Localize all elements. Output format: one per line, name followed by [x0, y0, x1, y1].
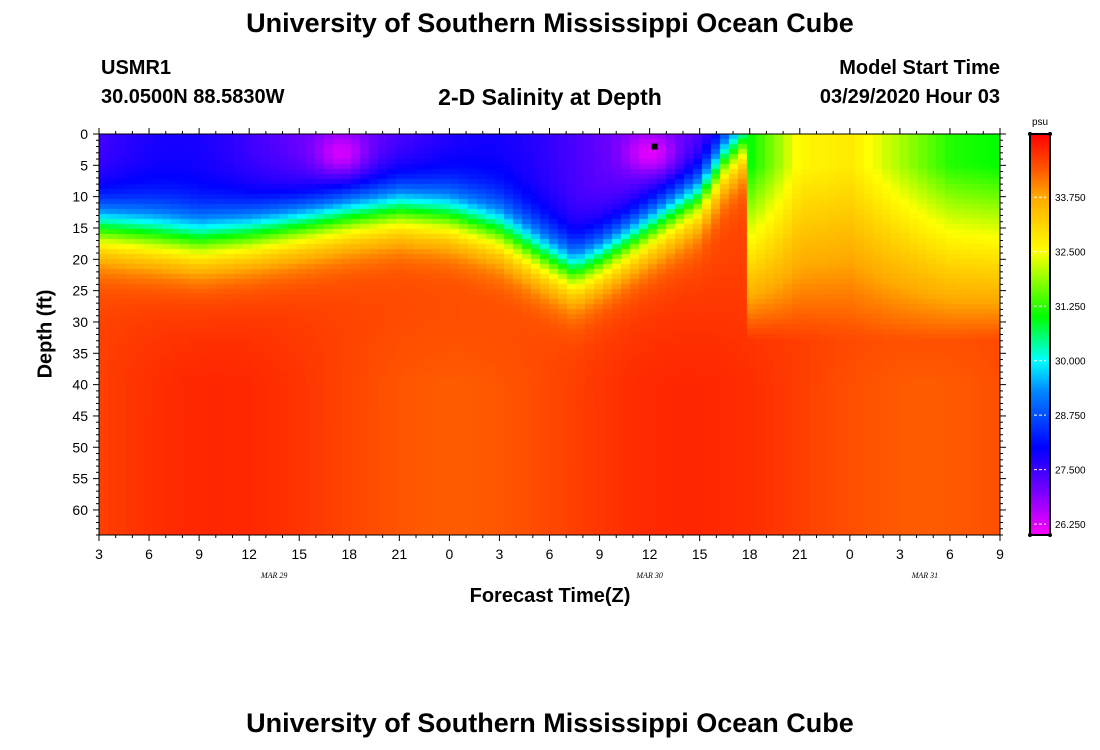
model-start-value: 03/29/2020 Hour 03 [819, 86, 1000, 108]
x-tick-label: 9 [596, 546, 604, 562]
colorbar-corner [1048, 132, 1052, 136]
colorbar-tick-label: 33.750 [1055, 193, 1086, 204]
y-tick-label: 5 [80, 157, 88, 173]
x-tick-label: 0 [846, 546, 854, 562]
x-tick-label: 18 [742, 546, 758, 562]
colorbar-tick-label: 30.000 [1055, 357, 1086, 368]
y-tick-label: 55 [72, 471, 88, 487]
x-tick-label: 21 [792, 546, 808, 562]
colorbar-unit: psu [1032, 117, 1048, 128]
x-tick-label: 12 [241, 546, 257, 562]
y-tick-label: 20 [72, 251, 88, 267]
y-tick-label: 40 [72, 377, 88, 393]
colorbar-tick-label: 26.250 [1055, 520, 1086, 531]
chart-subtitle: 2-D Salinity at Depth [438, 84, 662, 110]
y-tick-label: 60 [72, 502, 88, 518]
page-title: University of Southern Mississippi Ocean… [246, 8, 854, 38]
date-label: MAR 29 [260, 571, 287, 580]
y-tick-label: 10 [72, 189, 88, 205]
x-tick-label: 3 [95, 546, 103, 562]
x-tick-label: 6 [145, 546, 153, 562]
y-tick-label: 15 [72, 220, 88, 236]
y-tick-label: 50 [72, 439, 88, 455]
x-tick-label: 15 [291, 546, 307, 562]
y-tick-label: 25 [72, 283, 88, 299]
salinity-heatmap [99, 134, 1000, 535]
colorbar [1029, 133, 1051, 536]
x-tick-label: 18 [341, 546, 357, 562]
x-tick-label: 15 [692, 546, 708, 562]
date-label: MAR 30 [635, 571, 662, 580]
y-axis-label: Depth (ft) [34, 289, 57, 379]
date-label: MAR 31 [911, 571, 938, 580]
colorbar-corner [1028, 533, 1032, 537]
y-tick-label: 0 [80, 126, 88, 142]
model-start-label: Model Start Time [839, 57, 1000, 79]
x-tick-label: 0 [445, 546, 453, 562]
x-tick-label: 6 [546, 546, 554, 562]
x-tick-label: 6 [946, 546, 954, 562]
station-coordinates: 30.0500N 88.5830W [101, 86, 285, 108]
x-tick-label: 3 [896, 546, 904, 562]
x-tick-label: 9 [195, 546, 203, 562]
colorbar-corner [1048, 533, 1052, 537]
y-tick-label: 35 [72, 345, 88, 361]
y-tick-label: 30 [72, 314, 88, 330]
x-axis-label: Forecast Time(Z) [469, 585, 631, 607]
x-tick-label: 3 [496, 546, 504, 562]
colorbar-tick-label: 27.500 [1055, 466, 1086, 477]
colorbar-tick-label: 28.750 [1055, 411, 1086, 422]
colorbar-tick-label: 32.500 [1055, 248, 1086, 259]
station-id: USMR1 [101, 57, 172, 79]
x-tick-label: 21 [392, 546, 408, 562]
colorbar-tick-label: 31.250 [1055, 302, 1086, 313]
x-tick-label: 9 [996, 546, 1004, 562]
station-marker [651, 143, 658, 150]
x-tick-label: 12 [642, 546, 658, 562]
footer-title: University of Southern Mississippi Ocean… [246, 708, 854, 738]
y-tick-label: 45 [72, 408, 88, 424]
colorbar-corner [1028, 132, 1032, 136]
